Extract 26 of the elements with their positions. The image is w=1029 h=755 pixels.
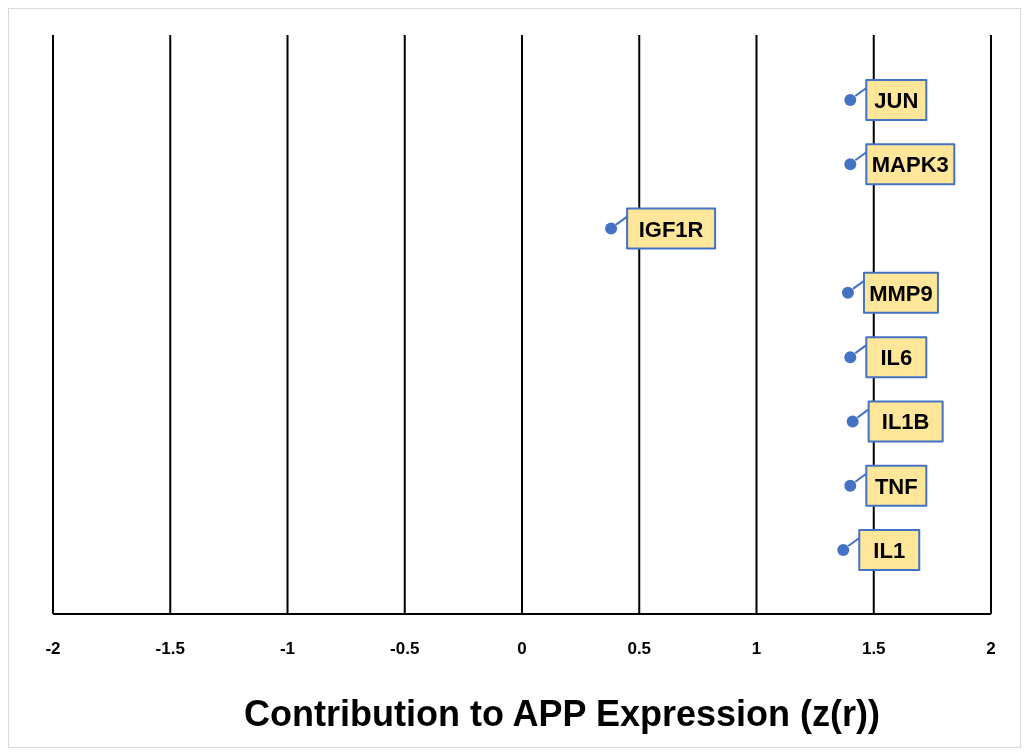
y-tick-label: IL1 [873, 538, 906, 563]
y-tick-label: IGF1R [638, 216, 704, 242]
point [837, 544, 850, 556]
x-tick-label: -1.5 [155, 639, 185, 658]
x-tick-label: -0.5 [390, 639, 420, 658]
x-tick-label: -1 [279, 639, 296, 658]
point [844, 479, 857, 492]
y-tick-label: MMP9 [869, 280, 933, 306]
x-tick-label: -2 [45, 639, 61, 658]
point [844, 158, 857, 171]
point [605, 222, 618, 235]
x-tick-label: 1.5 [861, 639, 886, 658]
point [844, 351, 857, 364]
y-tick-label: IL6 [880, 345, 913, 371]
point [841, 286, 854, 299]
point [844, 94, 857, 106]
y-tick-label: JUN [874, 88, 919, 113]
x-axis-title: Contribution to APP Expression (z(r)) [244, 693, 880, 734]
y-tick-label: IL1B [881, 409, 930, 435]
x-tick-label: 1 [751, 639, 762, 658]
y-tick-label: MAPK3 [871, 152, 949, 178]
x-tick-label: 0.5 [627, 639, 652, 658]
y-tick-label: TNF [874, 473, 918, 499]
x-tick-label: 0 [517, 639, 527, 658]
x-tick-label: 2 [986, 639, 996, 658]
point [846, 415, 859, 428]
